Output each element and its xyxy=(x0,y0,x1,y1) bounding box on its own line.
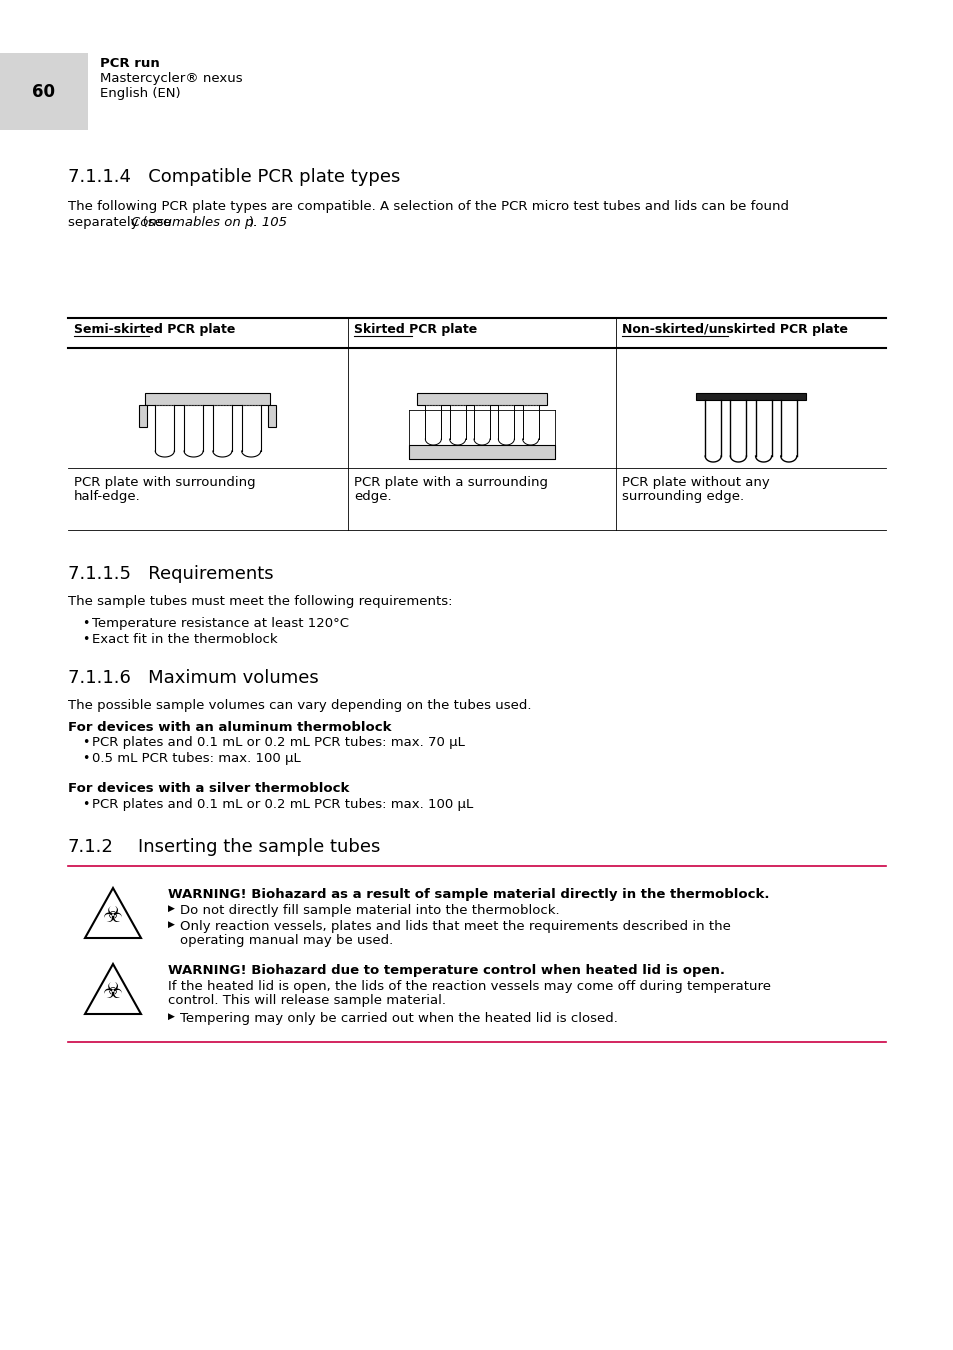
Text: ▶: ▶ xyxy=(168,919,174,929)
Text: English (EN): English (EN) xyxy=(100,86,180,100)
Text: •: • xyxy=(82,752,90,765)
Bar xyxy=(409,446,555,459)
Text: The sample tubes must meet the following requirements:: The sample tubes must meet the following… xyxy=(68,595,452,608)
Text: ).: ). xyxy=(249,216,258,230)
FancyBboxPatch shape xyxy=(0,53,88,130)
Text: separately (see: separately (see xyxy=(68,216,175,230)
Text: edge.: edge. xyxy=(354,490,392,504)
Bar xyxy=(146,393,271,405)
Bar xyxy=(416,393,546,405)
Text: •: • xyxy=(82,798,90,811)
Text: Only reaction vessels, plates and lids that meet the requirements described in t: Only reaction vessels, plates and lids t… xyxy=(180,919,730,933)
Text: ▶: ▶ xyxy=(168,1012,174,1021)
Text: For devices with an aluminum thermoblock: For devices with an aluminum thermoblock xyxy=(68,721,391,734)
Text: For devices with a silver thermoblock: For devices with a silver thermoblock xyxy=(68,782,349,795)
Text: •: • xyxy=(82,736,90,749)
Text: 7.1.2: 7.1.2 xyxy=(68,838,113,856)
Text: surrounding edge.: surrounding edge. xyxy=(621,490,743,504)
Text: Inserting the sample tubes: Inserting the sample tubes xyxy=(138,838,380,856)
Text: If the heated lid is open, the lids of the reaction vessels may come off during : If the heated lid is open, the lids of t… xyxy=(168,980,770,994)
Text: Skirted PCR plate: Skirted PCR plate xyxy=(354,323,476,336)
Text: 7.1.1.6   Maximum volumes: 7.1.1.6 Maximum volumes xyxy=(68,670,318,687)
Text: PCR plate without any: PCR plate without any xyxy=(621,477,769,489)
Text: operating manual may be used.: operating manual may be used. xyxy=(180,934,393,946)
Text: Consumables on p. 105: Consumables on p. 105 xyxy=(131,216,287,230)
Text: PCR plates and 0.1 mL or 0.2 mL PCR tubes: max. 70 μL: PCR plates and 0.1 mL or 0.2 mL PCR tube… xyxy=(91,736,464,749)
Text: PCR run: PCR run xyxy=(100,57,159,70)
Text: WARNING! Biohazard due to temperature control when heated lid is open.: WARNING! Biohazard due to temperature co… xyxy=(168,964,724,977)
Text: 0.5 mL PCR tubes: max. 100 μL: 0.5 mL PCR tubes: max. 100 μL xyxy=(91,752,300,765)
Text: Tempering may only be carried out when the heated lid is closed.: Tempering may only be carried out when t… xyxy=(180,1012,618,1025)
Text: 7.1.1.4   Compatible PCR plate types: 7.1.1.4 Compatible PCR plate types xyxy=(68,167,400,186)
Text: The possible sample volumes can vary depending on the tubes used.: The possible sample volumes can vary dep… xyxy=(68,699,531,711)
Text: 60: 60 xyxy=(32,82,55,101)
Text: ☣: ☣ xyxy=(103,981,123,1002)
Text: Non-skirted/unskirted PCR plate: Non-skirted/unskirted PCR plate xyxy=(621,323,847,336)
Text: Exact fit in the thermoblock: Exact fit in the thermoblock xyxy=(91,633,277,647)
Bar xyxy=(268,405,276,427)
Text: Temperature resistance at least 120°C: Temperature resistance at least 120°C xyxy=(91,617,349,630)
Text: Semi-skirted PCR plate: Semi-skirted PCR plate xyxy=(74,323,235,336)
Bar xyxy=(139,405,148,427)
Text: ☣: ☣ xyxy=(103,906,123,926)
Text: control. This will release sample material.: control. This will release sample materi… xyxy=(168,994,446,1007)
Text: Mastercycler® nexus: Mastercycler® nexus xyxy=(100,72,242,85)
Text: PCR plate with a surrounding: PCR plate with a surrounding xyxy=(354,477,547,489)
Text: The following PCR plate types are compatible. A selection of the PCR micro test : The following PCR plate types are compat… xyxy=(68,200,788,213)
Text: half-edge.: half-edge. xyxy=(74,490,141,504)
Text: PCR plate with surrounding: PCR plate with surrounding xyxy=(74,477,255,489)
Text: PCR plates and 0.1 mL or 0.2 mL PCR tubes: max. 100 μL: PCR plates and 0.1 mL or 0.2 mL PCR tube… xyxy=(91,798,473,811)
Bar xyxy=(696,393,805,400)
Text: •: • xyxy=(82,617,90,630)
Text: WARNING! Biohazard as a result of sample material directly in the thermoblock.: WARNING! Biohazard as a result of sample… xyxy=(168,888,769,900)
Text: •: • xyxy=(82,633,90,647)
Text: ▶: ▶ xyxy=(168,904,174,913)
Text: 7.1.1.5   Requirements: 7.1.1.5 Requirements xyxy=(68,566,274,583)
Text: Do not directly fill sample material into the thermoblock.: Do not directly fill sample material int… xyxy=(180,904,559,917)
Polygon shape xyxy=(85,964,141,1014)
Polygon shape xyxy=(85,888,141,938)
